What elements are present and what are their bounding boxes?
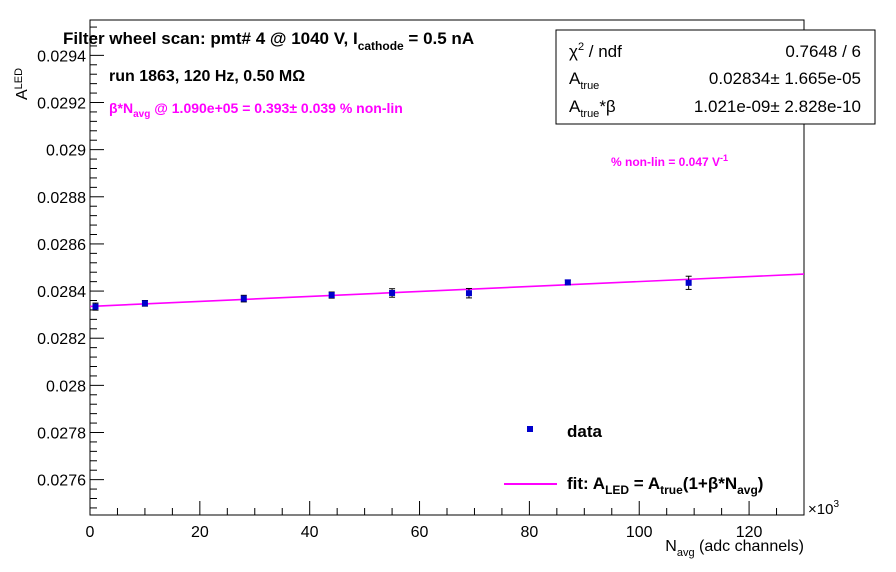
- y-axis-label: ALED: [13, 68, 31, 100]
- legend-data-label: data: [567, 422, 603, 441]
- y-tick-label: 0.0288: [37, 190, 86, 207]
- stats-box-frame: [555, 29, 876, 125]
- legend: data fit: ALED = Atrue(1+β*Navg): [504, 422, 763, 497]
- y-tick-label: 0.0278: [37, 426, 86, 443]
- x-tick-label: 60: [411, 524, 429, 541]
- stats-atrue-value: 0.02834± 1.665e-05: [709, 69, 861, 88]
- x-tick-label: 40: [301, 524, 319, 541]
- y-tick-label: 0.028: [46, 378, 86, 395]
- data-point: [328, 292, 335, 299]
- data-point: [685, 279, 692, 286]
- x-tick-label: 0: [86, 524, 95, 541]
- x-tick-label: 100: [626, 524, 653, 541]
- y-tick-label: 0.0284: [37, 284, 86, 301]
- pct-nonlin-annotation: % non-lin = 0.047 V-1: [611, 153, 728, 169]
- data-point: [564, 279, 571, 286]
- legend-fit-label: fit: ALED = Atrue(1+β*Navg): [567, 474, 763, 497]
- y-tick-label: 0.0286: [37, 237, 86, 254]
- x-tick-label: 120: [736, 524, 763, 541]
- stats-atrue-label: Atrue: [569, 69, 599, 92]
- x-tick-label: 80: [520, 524, 538, 541]
- data-point: [465, 290, 472, 297]
- data-point: [141, 300, 148, 307]
- data-point: [240, 295, 247, 302]
- data-point: [92, 303, 99, 310]
- y-tick-label: 0.0276: [37, 473, 86, 490]
- x-multiplier: ×103: [808, 499, 839, 518]
- legend-data-marker: [527, 426, 533, 432]
- y-tick-labels: 0.0276 0.0278 0.028 0.0282 0.0284 0.0286 0.028…: [37, 48, 86, 489]
- x-axis-label: Navg (adc channels): [665, 538, 804, 559]
- run-annotation: run 1863, 120 Hz, 0.50 MΩ: [109, 68, 305, 85]
- data-points: [92, 275, 692, 311]
- y-tick-label: 0.0292: [37, 96, 86, 113]
- x-tick-label: 20: [191, 524, 209, 541]
- stats-atrue-beta-label: Atrue*β: [569, 97, 616, 120]
- nonlin-annotation: β*Navg @ 1.090e+05 = 0.393± 0.039 % non-…: [109, 100, 403, 120]
- stats-chi2-value: 0.7648 / 6: [785, 42, 861, 61]
- x-tick-labels: 0 20 40 60 80 100 120: [86, 524, 763, 541]
- y-tick-label: 0.0282: [37, 331, 86, 348]
- stats-chi2-label: χ2 / ndf: [569, 41, 622, 61]
- y-tick-label: 0.029: [46, 143, 86, 160]
- chart-title: Filter wheel scan: pmt# 4 @ 1040 V, Icat…: [63, 29, 474, 53]
- y-tick-label: 0.0294: [37, 48, 86, 65]
- stats-atrue-beta-value: 1.021e-09± 2.828e-10: [694, 97, 861, 116]
- fit-line: [89, 273, 805, 308]
- data-point: [389, 289, 396, 296]
- stats-box: χ2 / ndf 0.7648 / 6 Atrue 0.02834± 1.665…: [555, 29, 876, 125]
